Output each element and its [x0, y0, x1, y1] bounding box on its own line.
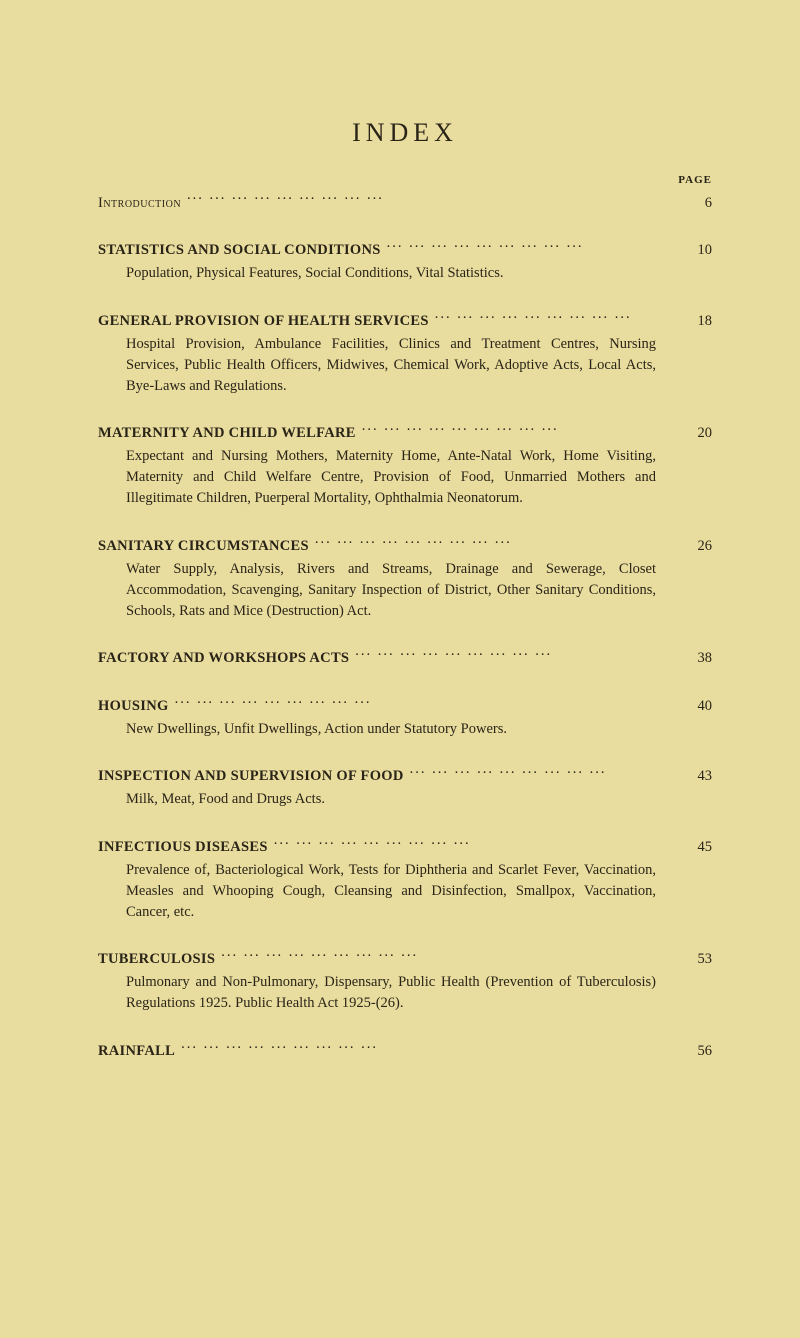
index-entry-row: HOUSING 40 [98, 695, 712, 717]
index-entry-heading: INSPECTION AND SUPERVISION OF FOOD [98, 766, 404, 787]
index-entry-page: 40 [668, 696, 712, 717]
index-entry-page: 6 [668, 193, 712, 214]
index-entry: Introduction 6 [98, 192, 712, 214]
index-entry-heading: Introduction [98, 193, 181, 214]
index-entry-row: STATISTICS AND SOCIAL CONDITIONS 10 [98, 240, 712, 262]
page-column-header: PAGE [678, 174, 712, 186]
index-entry-heading: SANITARY CIRCUMSTANCES [98, 536, 309, 557]
index-entry: FACTORY AND WORKSHOPS ACTS 38 [98, 648, 712, 670]
leader-dots [435, 310, 662, 325]
leader-dots [410, 766, 662, 781]
index-entry-row: FACTORY AND WORKSHOPS ACTS 38 [98, 648, 712, 670]
leader-dots [387, 240, 662, 255]
page-title: INDEX [98, 118, 712, 148]
index-entry-page: 10 [668, 240, 712, 261]
index-entry-description: Pulmonary and Non-Pulmonary, Dispensary,… [126, 972, 656, 1014]
index-entry-description: Prevalence of, Bacteriological Work, Tes… [126, 860, 656, 923]
index-entry-page: 43 [668, 766, 712, 787]
index-entry-heading: STATISTICS AND SOCIAL CONDITIONS [98, 240, 381, 261]
leader-dots [221, 949, 662, 964]
leader-dots [315, 535, 662, 550]
index-entry-page: 38 [668, 648, 712, 669]
index-entry-row: INSPECTION AND SUPERVISION OF FOOD 43 [98, 766, 712, 788]
index-entry-description: Expectant and Nursing Mothers, Maternity… [126, 446, 656, 509]
index-entry-description: Milk, Meat, Food and Drugs Acts. [126, 789, 656, 810]
index-entry: INSPECTION AND SUPERVISION OF FOOD 43 Milk… [98, 766, 712, 811]
index-entry-heading: INFECTIOUS DISEASES [98, 837, 268, 858]
index-entry: INFECTIOUS DISEASES 45 Prevalence of, Bact… [98, 836, 712, 923]
index-entry-page: 45 [668, 837, 712, 858]
index-page: INDEX PAGE Introduction 6 STATISTICS AND S… [0, 0, 800, 1338]
index-entry-row: INFECTIOUS DISEASES 45 [98, 836, 712, 858]
leader-dots [187, 192, 662, 207]
index-entry: STATISTICS AND SOCIAL CONDITIONS 10 Popula… [98, 240, 712, 285]
index-entry-row: SANITARY CIRCUMSTANCES 26 [98, 535, 712, 557]
index-entry-row: GENERAL PROVISION OF HEALTH SERVICES 18 [98, 310, 712, 332]
index-entry-heading: RAINFALL [98, 1041, 175, 1062]
index-entry: TUBERCULOSIS 53 Pulmonary and Non-Pulmonar… [98, 949, 712, 1015]
index-entry-page: 26 [668, 536, 712, 557]
index-entry: SANITARY CIRCUMSTANCES 26 Water Supply, An… [98, 535, 712, 622]
leader-dots [175, 695, 662, 710]
index-entries: Introduction 6 STATISTICS AND SOCIAL CONDI… [98, 192, 712, 1062]
index-entry-heading: HOUSING [98, 696, 169, 717]
index-entry-page: 18 [668, 311, 712, 332]
index-entry: MATERNITY AND CHILD WELFARE 20 Expectant a… [98, 423, 712, 510]
index-entry-heading: FACTORY AND WORKSHOPS ACTS [98, 648, 349, 669]
index-entry-row: Introduction 6 [98, 192, 712, 214]
index-entry-row: TUBERCULOSIS 53 [98, 949, 712, 971]
leader-dots [362, 423, 662, 438]
index-entry-heading: TUBERCULOSIS [98, 949, 215, 970]
index-entry-page: 56 [668, 1041, 712, 1062]
leader-dots [181, 1040, 662, 1055]
index-entry-description: Population, Physical Features, Social Co… [126, 263, 656, 284]
index-entry-page: 53 [668, 949, 712, 970]
index-entry-row: MATERNITY AND CHILD WELFARE 20 [98, 423, 712, 445]
index-entry-description: New Dwellings, Unfit Dwellings, Action u… [126, 719, 656, 740]
index-entry-description: Water Supply, Analysis, Rivers and Strea… [126, 559, 656, 622]
index-entry-description: Hospital Provision, Ambulance Facilities… [126, 334, 656, 397]
index-entry: HOUSING 40 New Dwellings, Unfit Dwellings,… [98, 695, 712, 740]
index-entry-row: RAINFALL 56 [98, 1040, 712, 1062]
index-entry: GENERAL PROVISION OF HEALTH SERVICES 18 Ho… [98, 310, 712, 397]
index-entry-heading: GENERAL PROVISION OF HEALTH SERVICES [98, 311, 429, 332]
leader-dots [355, 648, 662, 663]
leader-dots [274, 836, 662, 851]
index-entry: RAINFALL 56 [98, 1040, 712, 1062]
index-entry-heading: MATERNITY AND CHILD WELFARE [98, 423, 356, 444]
index-entry-page: 20 [668, 423, 712, 444]
